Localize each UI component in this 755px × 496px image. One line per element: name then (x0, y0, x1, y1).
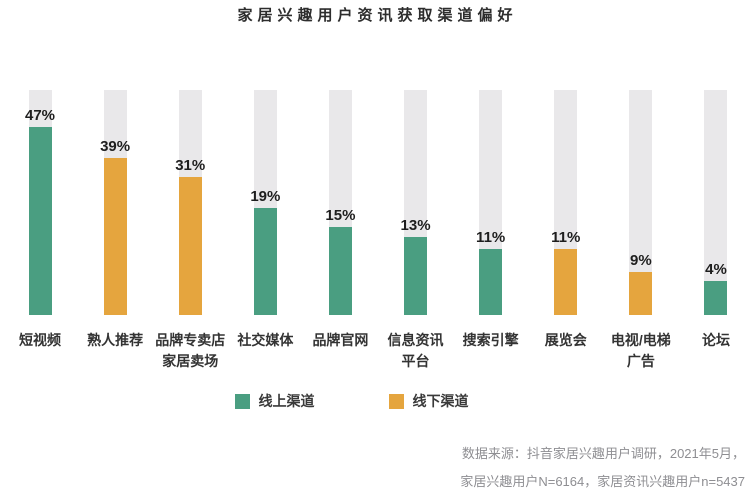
bar-column: 47% 短视频 (17, 90, 63, 348)
bar-column: 11% 搜索引擎 (463, 90, 519, 348)
bar-track: 39% (100, 90, 130, 315)
bar-value-label: 47% (24, 107, 56, 124)
chart-title: 家居兴趣用户资讯获取渠道偏好 (237, 7, 518, 24)
bar-fill (103, 158, 127, 315)
bar-value-label: 39% (100, 138, 131, 155)
category-label: 熟人推荐 (87, 332, 144, 348)
bar-column: 4% 论坛 (693, 90, 739, 348)
data-source-note: 数据来源：抖音家居兴趣用户调研，2021年5月， 家居兴趣用户N=6164，家居… (460, 440, 745, 496)
legend-label-online: 线上渠道 (258, 393, 315, 409)
legend-item-offline: 线下渠道 (388, 391, 469, 411)
offline-channel-swatch-icon (388, 393, 404, 409)
bar-track: 47% (25, 90, 55, 315)
bar-fill (554, 249, 578, 315)
bar-fill (178, 177, 202, 315)
bar-track: 31% (175, 90, 205, 315)
bar-track: 15% (325, 90, 355, 315)
bar-value-label: 31% (175, 157, 206, 174)
bar-value-label: 19% (250, 188, 281, 205)
bar-value-label: 11% (476, 229, 506, 246)
bar-column: 15% 品牌官网 (312, 90, 368, 348)
legend-item-online: 线上渠道 (234, 391, 315, 411)
bar-track: 4% (704, 90, 728, 315)
bar-value-label: 13% (400, 217, 431, 234)
bar-column: 9% 电视/电梯 广告 (611, 90, 671, 369)
source-line-2: 家居兴趣用户N=6164，家居资讯兴趣用户n=5437 (460, 474, 745, 489)
category-label: 论坛 (701, 332, 730, 348)
bar-fill (253, 208, 277, 315)
legend-label-offline: 线下渠道 (412, 393, 469, 409)
bar-track: 13% (401, 90, 431, 315)
bar-track: 11% (476, 90, 506, 315)
bar-fill (28, 127, 52, 315)
bar-column: 13% 信息资讯 平台 (388, 90, 444, 369)
category-label: 展览会 (544, 332, 587, 348)
bar-plot-area: 47% 短视频 39% 熟人推荐 31% 品牌专卖店 家居卖场 19% 社交媒体… (17, 90, 739, 369)
bar-column: 11% 展览会 (543, 90, 589, 348)
online-channel-swatch-icon (234, 393, 250, 409)
category-label: 品牌专卖店 家居卖场 (155, 332, 226, 369)
bar-fill (479, 249, 503, 315)
category-label: 电视/电梯 广告 (610, 332, 671, 369)
bar-value-label: 11% (551, 229, 581, 246)
bar-track: 11% (551, 90, 581, 315)
category-label: 信息资讯 平台 (387, 332, 444, 369)
category-label: 搜索引擎 (462, 332, 519, 348)
bar-value-label: 9% (630, 252, 652, 269)
bar-track: 19% (250, 90, 280, 315)
category-label: 短视频 (19, 332, 61, 348)
bar-fill (704, 281, 728, 315)
bar-track: 9% (629, 90, 653, 315)
bar-column: 19% 社交媒体 (237, 90, 293, 348)
source-line-1: 数据来源：抖音家居兴趣用户调研，2021年5月， (461, 446, 745, 461)
bar-fill (629, 272, 653, 315)
bar-value-label: 4% (705, 261, 727, 278)
category-label: 品牌官网 (312, 332, 369, 348)
bar-fill (328, 227, 352, 315)
bar-column: 31% 品牌专卖店 家居卖场 (155, 90, 225, 369)
legend: 线上渠道 线下渠道 (0, 391, 729, 411)
category-label: 社交媒体 (237, 332, 294, 348)
bar-fill (404, 237, 428, 315)
bar-column: 39% 熟人推荐 (87, 90, 143, 348)
bar-value-label: 15% (325, 207, 356, 224)
